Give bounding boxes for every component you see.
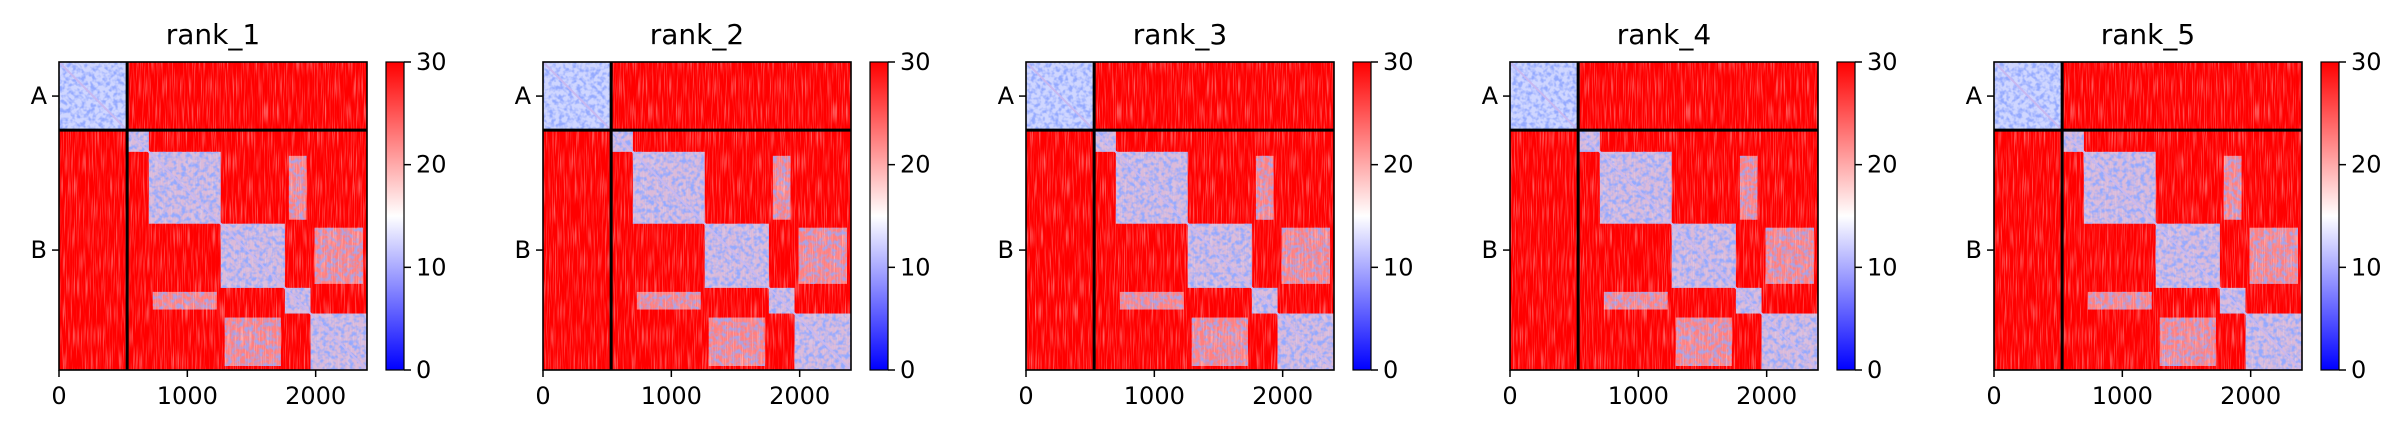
offdiag-block-texture bbox=[152, 291, 217, 310]
panel-title: rank_4 bbox=[1617, 18, 1711, 51]
colorbar-tick-label: 30 bbox=[1383, 48, 1414, 76]
x-tick-label: 2000 bbox=[1736, 382, 1797, 410]
colorbar-tick-label: 10 bbox=[416, 253, 447, 281]
offdiag-block-texture bbox=[224, 317, 281, 366]
x-tick-label: 1000 bbox=[1608, 382, 1669, 410]
colorbar-tick-label: 0 bbox=[1867, 356, 1882, 384]
colorbar bbox=[2320, 61, 2340, 371]
offdiag-block-texture bbox=[798, 227, 847, 284]
offdiag-block-texture bbox=[2159, 317, 2216, 366]
panel-title: rank_1 bbox=[166, 18, 260, 51]
offdiag-block-texture bbox=[1281, 227, 1330, 284]
pae-panel-1: rank_1 0 1000 2000 A B 0 10 20 30 bbox=[31, 18, 447, 410]
offdiag-block-texture bbox=[1603, 291, 1668, 310]
colorbar-tick-label: 30 bbox=[416, 48, 447, 76]
chain-label: A bbox=[1482, 82, 1499, 110]
colorbar-tick-label: 30 bbox=[900, 48, 931, 76]
panel-title: rank_2 bbox=[650, 18, 744, 51]
pae-panel-2: rank_2 0 1000 2000 A B 0 10 20 30 bbox=[515, 18, 931, 410]
diagonal-line bbox=[59, 62, 367, 370]
colorbar bbox=[385, 61, 405, 371]
colorbar-tick-label: 0 bbox=[416, 356, 431, 384]
offdiag-block-texture bbox=[708, 317, 765, 366]
offdiag-block-texture bbox=[288, 155, 307, 220]
x-tick-label: 2000 bbox=[1252, 382, 1313, 410]
x-tick-label: 0 bbox=[1986, 382, 2001, 410]
colorbar-tick-label: 10 bbox=[2351, 253, 2382, 281]
offdiag-block-texture bbox=[2087, 291, 2152, 310]
x-tick-label: 2000 bbox=[2220, 382, 2281, 410]
colorbar-tick-label: 30 bbox=[1867, 48, 1898, 76]
x-tick-label: 1000 bbox=[641, 382, 702, 410]
chain-label: B bbox=[1482, 236, 1498, 264]
offdiag-block-texture bbox=[1191, 317, 1248, 366]
axes-frame bbox=[1509, 61, 1819, 371]
x-tick-label: 1000 bbox=[2092, 382, 2153, 410]
chain-label: B bbox=[31, 236, 47, 264]
pae-panel-4: rank_4 0 1000 2000 A B 0 10 20 30 bbox=[1482, 18, 1898, 410]
colorbar-tick-label: 20 bbox=[1383, 151, 1414, 179]
colorbar-tick-label: 10 bbox=[1867, 253, 1898, 281]
offdiag-block-texture bbox=[2249, 227, 2298, 284]
offdiag-block-texture bbox=[772, 155, 791, 220]
colorbar-tick-label: 0 bbox=[2351, 356, 2366, 384]
x-tick-label: 2000 bbox=[769, 382, 830, 410]
pae-panel-3: rank_3 0 1000 2000 A B 0 10 20 30 bbox=[998, 18, 1414, 410]
colorbar-tick-label: 0 bbox=[1383, 356, 1398, 384]
pae-heatmap bbox=[59, 62, 367, 370]
offdiag-block-texture bbox=[314, 227, 363, 284]
x-tick-label: 0 bbox=[535, 382, 550, 410]
colorbar bbox=[869, 61, 889, 371]
panel-title: rank_5 bbox=[2101, 18, 2195, 51]
chain-label: A bbox=[515, 82, 532, 110]
colorbar bbox=[1352, 61, 1372, 371]
diagonal-line bbox=[1026, 62, 1334, 370]
colorbar-tick-label: 20 bbox=[1867, 151, 1898, 179]
offdiag-block-texture bbox=[1675, 317, 1732, 366]
colorbar bbox=[1836, 61, 1856, 371]
offdiag-block-texture bbox=[2223, 155, 2242, 220]
pae-heatmap bbox=[543, 62, 851, 370]
chain-label: B bbox=[1966, 236, 1982, 264]
offdiag-block-texture bbox=[636, 291, 701, 310]
diagonal-line bbox=[1510, 62, 1818, 370]
x-tick-label: 1000 bbox=[157, 382, 218, 410]
offdiag-block-texture bbox=[1119, 291, 1184, 310]
offdiag-block-texture bbox=[1739, 155, 1758, 220]
pae-heatmap bbox=[1994, 62, 2302, 370]
x-tick-label: 1000 bbox=[1124, 382, 1185, 410]
pae-heatmap bbox=[1510, 62, 1818, 370]
colorbar-tick-label: 20 bbox=[416, 151, 447, 179]
axes-frame bbox=[58, 61, 368, 371]
axes-frame bbox=[1993, 61, 2303, 371]
colorbar-tick-label: 30 bbox=[2351, 48, 2382, 76]
chain-label: A bbox=[998, 82, 1015, 110]
pae-panel-5: rank_5 0 1000 2000 A B 0 10 20 30 bbox=[1966, 18, 2382, 410]
chain-label: B bbox=[998, 236, 1014, 264]
diagonal-line bbox=[1994, 62, 2302, 370]
x-tick-label: 2000 bbox=[285, 382, 346, 410]
axes-frame bbox=[542, 61, 852, 371]
diagonal-line bbox=[543, 62, 851, 370]
colorbar-tick-label: 10 bbox=[1383, 253, 1414, 281]
colorbar-tick-label: 20 bbox=[2351, 151, 2382, 179]
pae-heatmap bbox=[1026, 62, 1334, 370]
colorbar-tick-label: 20 bbox=[900, 151, 931, 179]
x-tick-label: 0 bbox=[1502, 382, 1517, 410]
offdiag-block-texture bbox=[1255, 155, 1274, 220]
axes-frame bbox=[1025, 61, 1335, 371]
x-tick-label: 0 bbox=[51, 382, 66, 410]
panel-title: rank_3 bbox=[1133, 18, 1227, 51]
offdiag-block-texture bbox=[1765, 227, 1814, 284]
colorbar-tick-label: 0 bbox=[900, 356, 915, 384]
chain-label: A bbox=[1966, 82, 1983, 110]
x-tick-label: 0 bbox=[1018, 382, 1033, 410]
colorbar-tick-label: 10 bbox=[900, 253, 931, 281]
chain-label: A bbox=[31, 82, 48, 110]
chain-label: B bbox=[515, 236, 531, 264]
